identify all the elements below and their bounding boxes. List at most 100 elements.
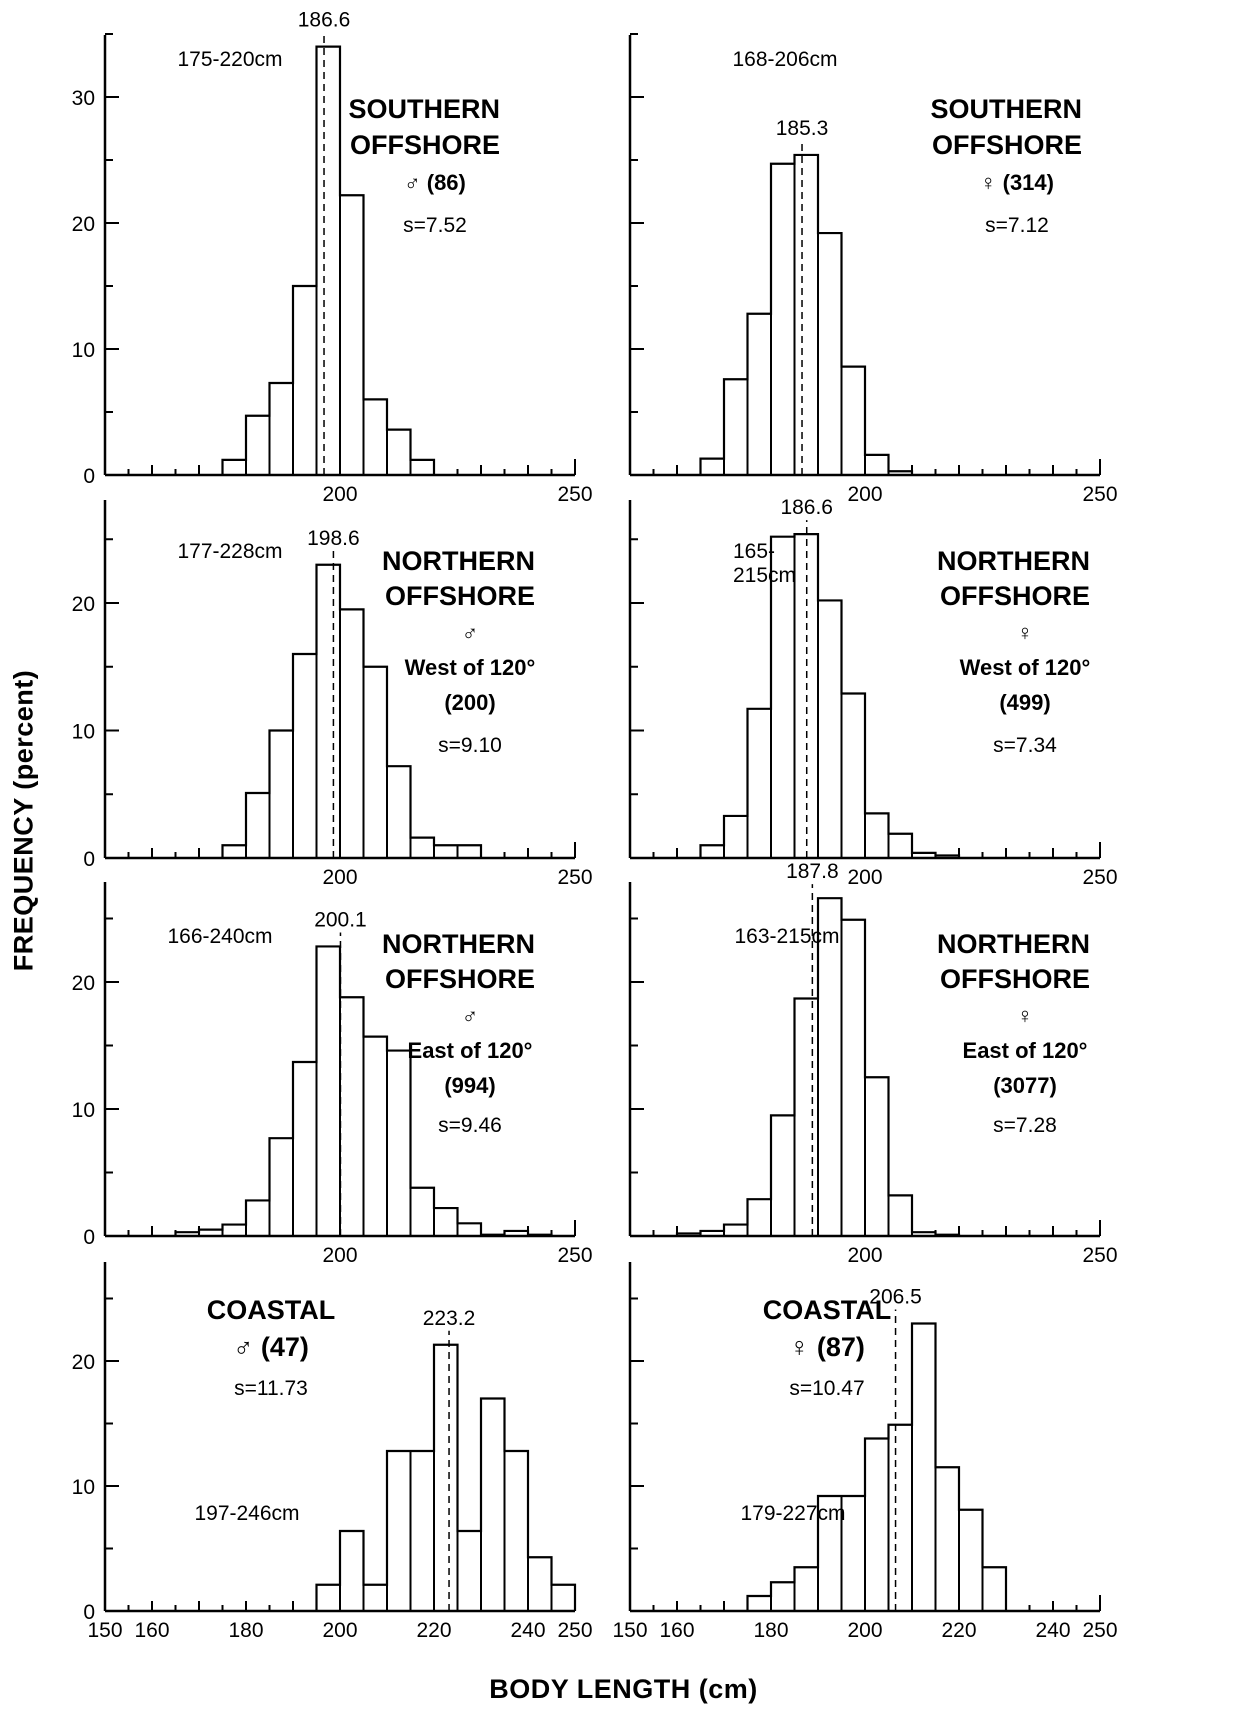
sd-label: s=11.73	[234, 1377, 308, 1400]
y-tick-label: 0	[83, 465, 95, 488]
histogram-outline	[315, 1343, 577, 1611]
panel-title-line: ♀ (87)	[789, 1332, 865, 1362]
sd-label: s=7.28	[993, 1114, 1057, 1137]
x-tick-label: 150	[612, 1619, 647, 1642]
histogram-outline	[699, 533, 961, 858]
panel-title-line: ♂ (47)	[233, 1332, 309, 1362]
panel-title-line: SOUTHERN	[930, 94, 1082, 124]
panel-title-line: OFFSHORE	[350, 130, 500, 160]
panel-title-line: NORTHERN	[937, 929, 1090, 959]
y-tick-label: 10	[72, 1476, 95, 1499]
range-label: 197-246cm	[194, 1502, 299, 1525]
sd-label: s=7.34	[993, 734, 1057, 757]
x-tick-label: 220	[941, 1619, 976, 1642]
x-tick-label: 200	[847, 866, 882, 889]
panel-title-line: OFFSHORE	[385, 964, 535, 994]
panel-title-line: NORTHERN	[937, 546, 1090, 576]
panel-title-line: (499)	[999, 690, 1050, 715]
y-tick-label: 0	[83, 848, 95, 871]
x-tick-label: 160	[134, 1619, 169, 1642]
histogram-outline	[675, 897, 961, 1236]
panel-title-line: ♀	[1017, 1003, 1034, 1028]
x-tick-label: 250	[557, 1619, 592, 1642]
x-tick-label: 200	[322, 1619, 357, 1642]
y-axis-title: FREQUENCY (percent)	[2, 420, 46, 1220]
panel-title-line: ♂	[462, 1003, 479, 1028]
histogram-panel: 200 250 187.8 163-215cm NORTHERN OFFSHORE ♀ Eas…	[628, 860, 1118, 1267]
y-tick-label: 20	[72, 213, 95, 236]
panel-title-line: West of 120°	[405, 655, 536, 680]
x-tick-label: 250	[557, 1244, 592, 1267]
y-tick-label: 30	[72, 87, 95, 110]
panel-title-line: ♀ (314)	[980, 170, 1054, 195]
histogram-panel: 0 10 20 200 250 200.1 166-240cm NORTHERN OFFSHOR…	[72, 882, 593, 1267]
x-tick-label: 250	[1082, 866, 1117, 889]
panel-title-line: ♂	[462, 620, 479, 645]
y-tick-label: 10	[72, 1099, 95, 1122]
range-label: 165-	[733, 540, 775, 563]
sd-label: s=10.47	[789, 1377, 864, 1400]
mean-label: 198.6	[307, 527, 360, 550]
y-tick-label: 20	[72, 1351, 95, 1374]
panel-title-line: (200)	[444, 690, 495, 715]
y-tick-label: 20	[72, 593, 95, 616]
histogram-outline	[221, 45, 436, 475]
y-tick-label: 20	[72, 972, 95, 995]
panel-title-line: (3077)	[993, 1073, 1057, 1098]
histogram-panel: 0 10 20 200 250 198.6 177-228cm NORTHERN OFFSHOR…	[72, 500, 593, 889]
x-tick-label: 180	[228, 1619, 263, 1642]
x-tick-label: 200	[322, 866, 357, 889]
sd-label: s=9.10	[438, 734, 502, 757]
histogram-panel: 200 250 185.3 168-206cm SOUTHERN OFFSHORE ♀ (3…	[628, 33, 1118, 506]
x-tick-label: 240	[510, 1619, 545, 1642]
x-tick-label: 250	[557, 866, 592, 889]
x-tick-label: 160	[659, 1619, 694, 1642]
panel-title-line: West of 120°	[960, 655, 1091, 680]
mean-label: 185.3	[776, 117, 829, 140]
sd-label: s=7.12	[985, 214, 1049, 237]
x-tick-label: 250	[1082, 1619, 1117, 1642]
range-label: 215cm	[733, 564, 796, 587]
y-tick-label: 0	[83, 1226, 95, 1249]
range-label: 175-220cm	[177, 48, 282, 71]
panel-title-line: OFFSHORE	[385, 581, 535, 611]
sd-label: s=9.46	[438, 1114, 502, 1137]
x-tick-label: 250	[1082, 1244, 1117, 1267]
range-label: 166-240cm	[167, 925, 272, 948]
panel-title-line: ♀	[1017, 620, 1034, 645]
panel-title-line: NORTHERN	[382, 546, 535, 576]
panel-title-line: East of 120°	[963, 1038, 1088, 1063]
panel-title-line: NORTHERN	[382, 929, 535, 959]
histogram-outline	[174, 945, 553, 1236]
y-tick-label: 0	[83, 1601, 95, 1624]
range-label: 163-215cm	[734, 925, 839, 948]
x-tick-label: 180	[753, 1619, 788, 1642]
histogram-panel: 150 160 180 200 220 240 250 206.5 179-227cm COAST…	[612, 1262, 1118, 1642]
histogram-outline	[746, 1322, 1008, 1611]
panel-title-line: OFFSHORE	[932, 130, 1082, 160]
panel-title-line: (994)	[444, 1073, 495, 1098]
mean-label: 187.8	[786, 860, 839, 883]
panel-title-line: ♂ (86)	[404, 170, 466, 195]
panel-title-line: SOUTHERN	[348, 94, 500, 124]
mean-label: 206.5	[869, 1286, 922, 1309]
x-tick-label: 150	[87, 1619, 122, 1642]
panel-title-line: COASTAL	[763, 1295, 892, 1325]
x-tick-label: 200	[847, 1619, 882, 1642]
y-axis-title-text: FREQUENCY (percent)	[8, 669, 39, 971]
mean-label: 186.6	[298, 9, 351, 32]
x-tick-label: 200	[322, 483, 357, 506]
panel-title-line: East of 120°	[408, 1038, 533, 1063]
panel-title-line: COASTAL	[207, 1295, 336, 1325]
y-tick-label: 10	[72, 721, 95, 744]
mean-label: 200.1	[314, 908, 367, 931]
x-axis-title: BODY LENGTH (cm)	[489, 1674, 758, 1704]
panel-title-line: OFFSHORE	[940, 581, 1090, 611]
range-label: 179-227cm	[740, 1502, 845, 1525]
mean-label: 186.6	[780, 496, 833, 519]
histogram-panel: 0 10 20 150 160 180 200 220 240 250 223.2 197-246cm…	[72, 1262, 593, 1642]
x-tick-label: 220	[416, 1619, 451, 1642]
x-tick-label: 200	[322, 1244, 357, 1267]
